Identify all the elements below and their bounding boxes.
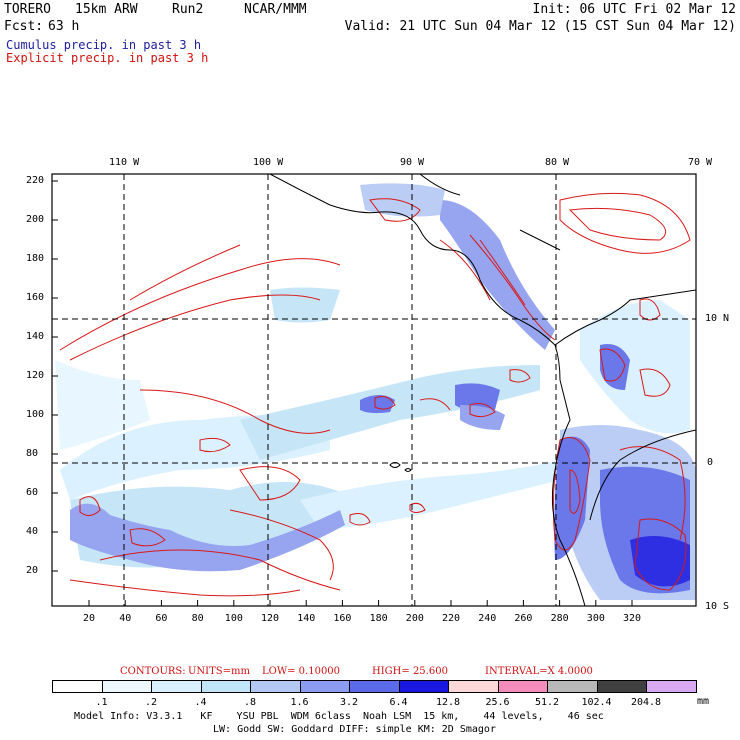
colorbar-swatch	[596, 680, 647, 693]
x-tick-label: 260	[514, 613, 533, 624]
colorbar-unit: mm	[697, 696, 710, 707]
model-info-line: Model Info: V3.3.1 KF YSU PBL WDM 6class…	[74, 711, 604, 722]
x-tick-label: 20	[83, 613, 96, 624]
y-tick-label: 140	[26, 331, 45, 342]
y-tick-label: 200	[26, 214, 45, 225]
contours-interval: INTERVAL=X 4.0000	[485, 666, 593, 677]
top-axis-label-100w: 100 W	[253, 157, 284, 168]
colorbar-swatch	[101, 680, 152, 693]
cumulus-precip-shading	[55, 183, 696, 600]
colorbar-swatch	[299, 680, 350, 693]
cumulus-legend: Cumulus precip. in past 3 h	[6, 38, 202, 52]
colorbar-swatch	[398, 680, 449, 693]
valid-time: Valid: 21 UTC Sun 04 Mar 12 (15 CST Sun …	[344, 19, 736, 34]
init-time: Init: 06 UTC Fri 02 Mar 12	[532, 2, 737, 17]
colorbar-label: 12.8	[435, 697, 461, 708]
x-tick-label: 220	[442, 613, 461, 624]
x-tick-label: 80	[191, 613, 204, 624]
top-axis-label-110w: 110 W	[109, 157, 140, 168]
map-field	[55, 174, 696, 606]
x-tick-label: 320	[623, 613, 642, 624]
x-tick-label: 160	[333, 613, 352, 624]
x-tick-label: 60	[155, 613, 168, 624]
y-tick-label: 120	[26, 370, 45, 381]
x-tick-label: 300	[586, 613, 605, 624]
x-tick-label: 40	[119, 613, 132, 624]
x-tick-label: 180	[369, 613, 388, 624]
colorbar-swatch	[547, 680, 598, 693]
x-tick-label: 240	[478, 613, 497, 624]
y-tick-label: 180	[26, 253, 45, 264]
x-tick-label: 100	[224, 613, 243, 624]
colorbar-label: 6.4	[389, 697, 408, 708]
colorbar-label: .1	[95, 697, 108, 708]
colorbar-swatch	[151, 680, 202, 693]
colorbar-swatch	[349, 680, 400, 693]
right-axis-label-10s: 10 S	[705, 601, 730, 612]
right-axis-label-0: 0	[707, 457, 714, 468]
colorbar-swatch	[448, 680, 499, 693]
contours-units: UNITS=mm	[188, 666, 250, 677]
axis-ticks	[52, 180, 633, 606]
colorbar-swatch	[200, 680, 251, 693]
colorbar-label: 3.2	[339, 697, 359, 708]
colorbar-label: 1.6	[290, 697, 309, 708]
model-name: TORERO	[4, 2, 51, 17]
top-axis-label-70w: 70 W	[688, 157, 713, 168]
run-label: Run2	[172, 2, 204, 17]
colorbar-swatch	[52, 680, 103, 693]
y-tick-label: 40	[26, 526, 39, 537]
coastlines	[269, 174, 696, 606]
map-frame	[51, 173, 697, 607]
contours-low: LOW= 0.10000	[262, 666, 341, 677]
y-tick-label: 220	[26, 175, 45, 186]
contours-high: HIGH= 25.600	[372, 666, 448, 677]
y-tick-label: 20	[26, 565, 39, 576]
top-axis-label-90w: 90 W	[400, 157, 425, 168]
colorbar-label: .8	[243, 697, 257, 708]
colorbar-label: 51.2	[534, 697, 560, 708]
colorbar-swatch	[250, 680, 301, 693]
grid-resolution: 15km ARW	[75, 2, 138, 17]
top-axis-label-80w: 80 W	[545, 157, 570, 168]
fcst-value: 63 h	[48, 19, 80, 34]
colorbar-swatch	[646, 680, 697, 693]
x-tick-label: 140	[297, 613, 316, 624]
explicit-legend: Explicit precip. in past 3 h	[6, 51, 209, 65]
y-tick-label: 160	[26, 292, 45, 303]
fcst-label: Fcst:	[4, 19, 44, 34]
right-axis-label-10n: 10 N	[705, 313, 730, 324]
colorbar-label: 102.4	[581, 697, 612, 708]
x-tick-label: 120	[261, 613, 280, 624]
contours-title: CONTOURS:	[120, 666, 186, 677]
colorbar-label: .4	[194, 697, 207, 708]
colorbar-label: 204.8	[630, 697, 662, 708]
colorbar-swatch	[497, 680, 548, 693]
organization: NCAR/MMM	[244, 2, 307, 17]
y-tick-label: 100	[26, 409, 45, 420]
colorbar-label: 25.6	[485, 697, 510, 708]
graticule	[52, 174, 696, 606]
y-tick-label: 60	[26, 487, 39, 498]
x-tick-label: 280	[550, 613, 569, 624]
y-tick-label: 80	[26, 448, 39, 459]
x-tick-label: 200	[405, 613, 424, 624]
colorbar-label: .2	[144, 697, 158, 708]
explicit-precip-contours	[59, 192, 691, 597]
physics-info-line: LW: Godd SW: Goddard DIFF: simple KM: 2D…	[213, 724, 496, 735]
